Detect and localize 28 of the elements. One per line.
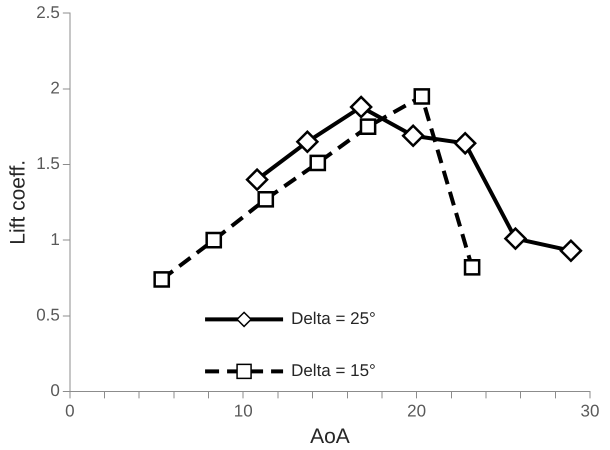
point [205, 232, 222, 248]
point [246, 168, 268, 191]
point [296, 130, 319, 154]
y-axis-title: Lift coeff. [6, 160, 30, 245]
x-tick-label: 0 [65, 401, 75, 420]
point [464, 259, 480, 276]
point [153, 271, 170, 288]
legend-label: Delta = 15° [291, 361, 376, 380]
x-tick-label: 20 [407, 401, 426, 420]
point [257, 190, 274, 208]
point [413, 88, 430, 105]
point [402, 124, 424, 147]
x-tick-label: 30 [580, 401, 600, 420]
point [504, 227, 527, 250]
point [350, 96, 372, 118]
point [360, 118, 376, 135]
legend-label: Delta = 25° [291, 309, 376, 328]
y-tick-label: 0.5 [36, 305, 60, 324]
y-tick-label: 2 [50, 78, 60, 98]
point [560, 239, 582, 262]
y-tick-label: 2.5 [36, 2, 60, 22]
y-tick-label: 1.5 [36, 154, 60, 174]
y-tick-label: 0 [50, 381, 60, 400]
x-tick-label: 10 [234, 401, 253, 420]
point [454, 132, 476, 155]
x-axis-title: AoA [310, 425, 350, 448]
point [309, 154, 326, 172]
y-tick-label: 1 [50, 230, 60, 249]
